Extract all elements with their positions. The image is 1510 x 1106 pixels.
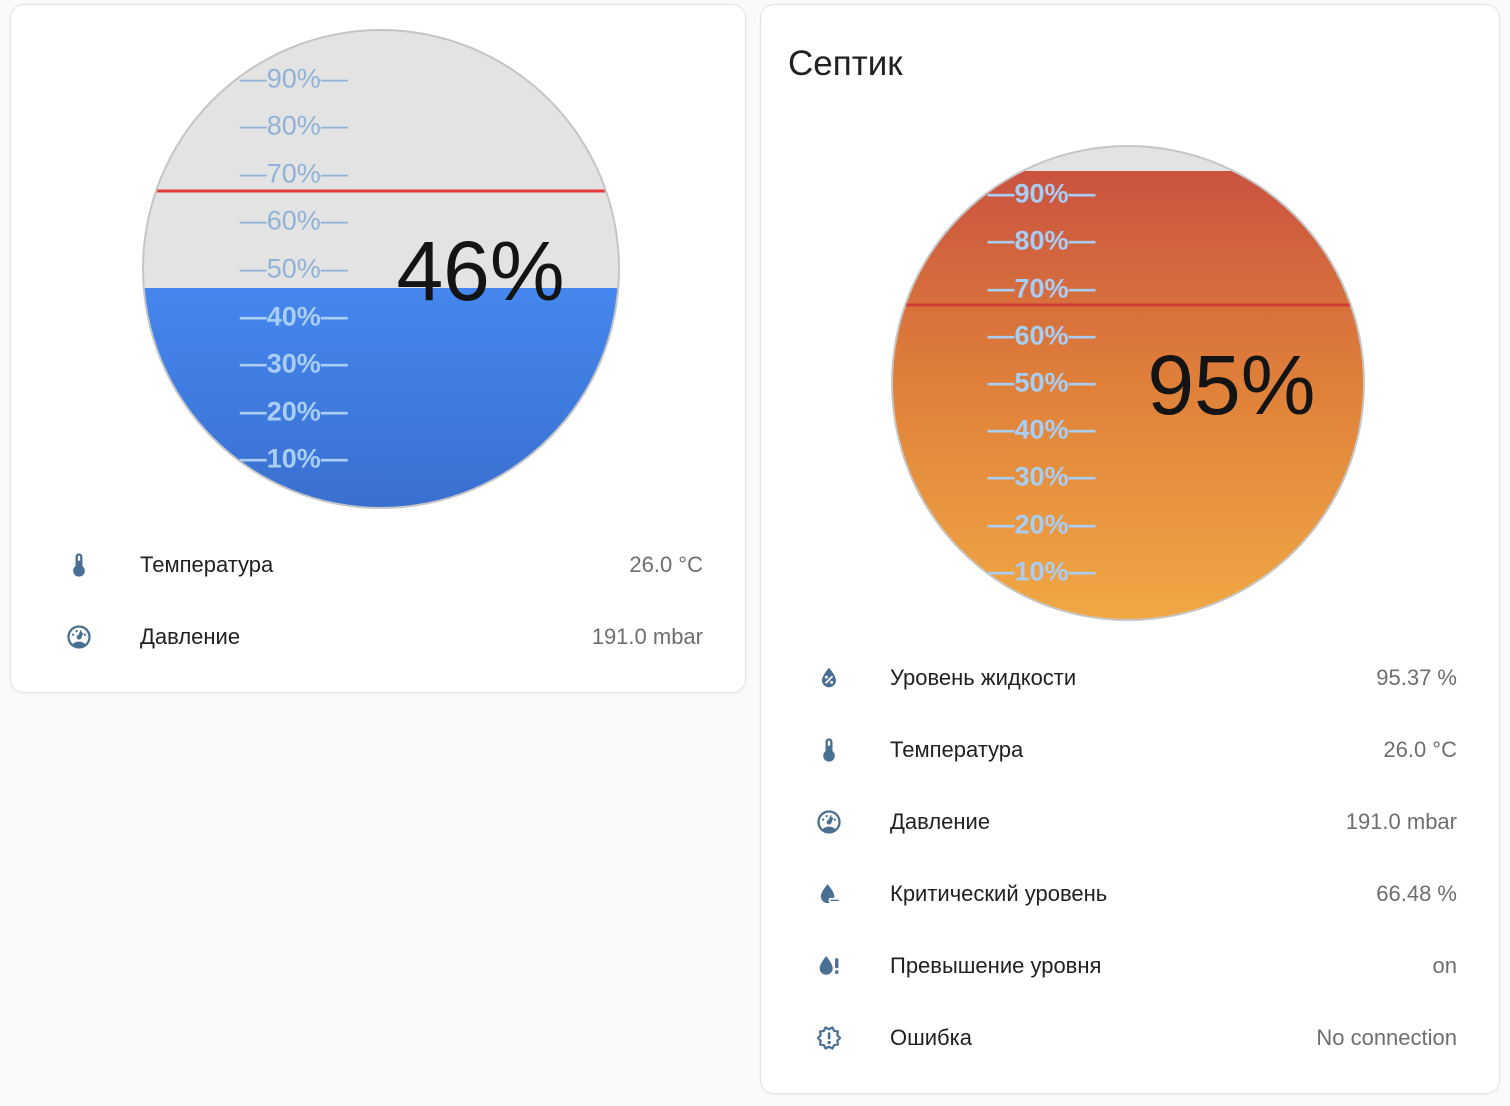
- attribute-value: 95.37 %: [1376, 665, 1457, 690]
- scale-tick-10: —10%—: [239, 443, 348, 474]
- scale-tick-90: —90%—: [987, 178, 1096, 209]
- scale-tick-80: —80%—: [239, 110, 348, 141]
- alert-decagram-icon: [815, 1024, 843, 1052]
- scale-tick-30: —30%—: [239, 348, 348, 379]
- scale-tick-10: —10%—: [987, 556, 1096, 587]
- scale-tick-60: —60%—: [987, 320, 1096, 351]
- water-minus-icon: [815, 880, 843, 908]
- scale-tick-70: —70%—: [987, 273, 1096, 304]
- attribute-label: Уровень жидкости: [890, 665, 1077, 690]
- attribute-row[interactable]: Температура 26.0 °C: [11, 529, 745, 601]
- attribute-label: Критический уровень: [890, 881, 1108, 906]
- attribute-value: 26.0 °C: [629, 552, 703, 577]
- scale-tick-40: —40%—: [987, 414, 1096, 445]
- scale-tick-70: —70%—: [239, 158, 348, 189]
- tank-gauge[interactable]: —90%— —80%— —70%— —60%— —50%— —40%— —30%— —20%—…: [142, 29, 620, 509]
- attribute-row[interactable]: Ошибка No connection: [761, 1002, 1499, 1074]
- critical-level-line: [893, 303, 1363, 307]
- tank-card-water: —90%— —80%— —70%— —60%— —50%— —40%— —30%— —20%—…: [10, 4, 746, 693]
- tank-fill: [893, 170, 1363, 619]
- scale-tick-50: —50%—: [987, 367, 1096, 398]
- attribute-label: Давление: [140, 624, 241, 649]
- attribute-rows: Уровень жидкости 95.37 % Температура 26.0 °…: [761, 642, 1499, 1074]
- thermometer-icon: [815, 736, 843, 764]
- tank-level-value: 95%: [1147, 338, 1316, 433]
- scale-tick-50: —50%—: [239, 253, 348, 284]
- scale-tick-90: —90%—: [239, 63, 348, 94]
- scale-tick-80: —80%—: [987, 225, 1096, 256]
- scale-tick-60: —60%—: [239, 205, 348, 236]
- attribute-row[interactable]: Давление 191.0 mbar: [11, 601, 745, 673]
- gauge-icon: [815, 808, 843, 836]
- attribute-row[interactable]: Температура 26.0 °C: [761, 714, 1499, 786]
- gauge-icon: [65, 623, 93, 651]
- attribute-value: No connection: [1316, 1025, 1457, 1050]
- attribute-value: on: [1432, 953, 1457, 978]
- attribute-rows: Температура 26.0 °C Давление 191.0 mbar: [11, 529, 745, 673]
- attribute-label: Температура: [140, 552, 274, 577]
- scale-tick-40: —40%—: [239, 301, 348, 332]
- attribute-value: 191.0 mbar: [1345, 809, 1457, 834]
- attribute-row[interactable]: Критический уровень 66.48 %: [761, 858, 1499, 930]
- scale-tick-30: —30%—: [987, 461, 1096, 492]
- card-title: Септик: [788, 44, 903, 83]
- thermometer-icon: [65, 551, 93, 579]
- attribute-value: 26.0 °C: [1383, 737, 1457, 762]
- tank-card-septic: Септик —90%— —80%— —70%— —60%— —50%— —40%— —30…: [760, 4, 1500, 1094]
- critical-level-line: [144, 189, 618, 193]
- attribute-value: 191.0 mbar: [591, 624, 703, 649]
- water-percent-icon: [815, 664, 843, 692]
- attribute-row[interactable]: Уровень жидкости 95.37 %: [761, 642, 1499, 714]
- attribute-label: Давление: [890, 809, 991, 834]
- tank-gauge[interactable]: —90%— —80%— —70%— —60%— —50%— —40%— —30%— —20%—…: [891, 145, 1365, 621]
- attribute-label: Превышение уровня: [890, 953, 1102, 978]
- water-alert-icon: [815, 952, 843, 980]
- scale-tick-20: —20%—: [987, 509, 1096, 540]
- attribute-label: Ошибка: [890, 1025, 972, 1050]
- attribute-label: Температура: [890, 737, 1024, 762]
- attribute-value: 66.48 %: [1376, 881, 1457, 906]
- tank-fill: [144, 288, 618, 507]
- tank-level-value: 46%: [396, 224, 565, 319]
- attribute-row[interactable]: Давление 191.0 mbar: [761, 786, 1499, 858]
- attribute-row[interactable]: Превышение уровня on: [761, 930, 1499, 1002]
- scale-tick-20: —20%—: [239, 396, 348, 427]
